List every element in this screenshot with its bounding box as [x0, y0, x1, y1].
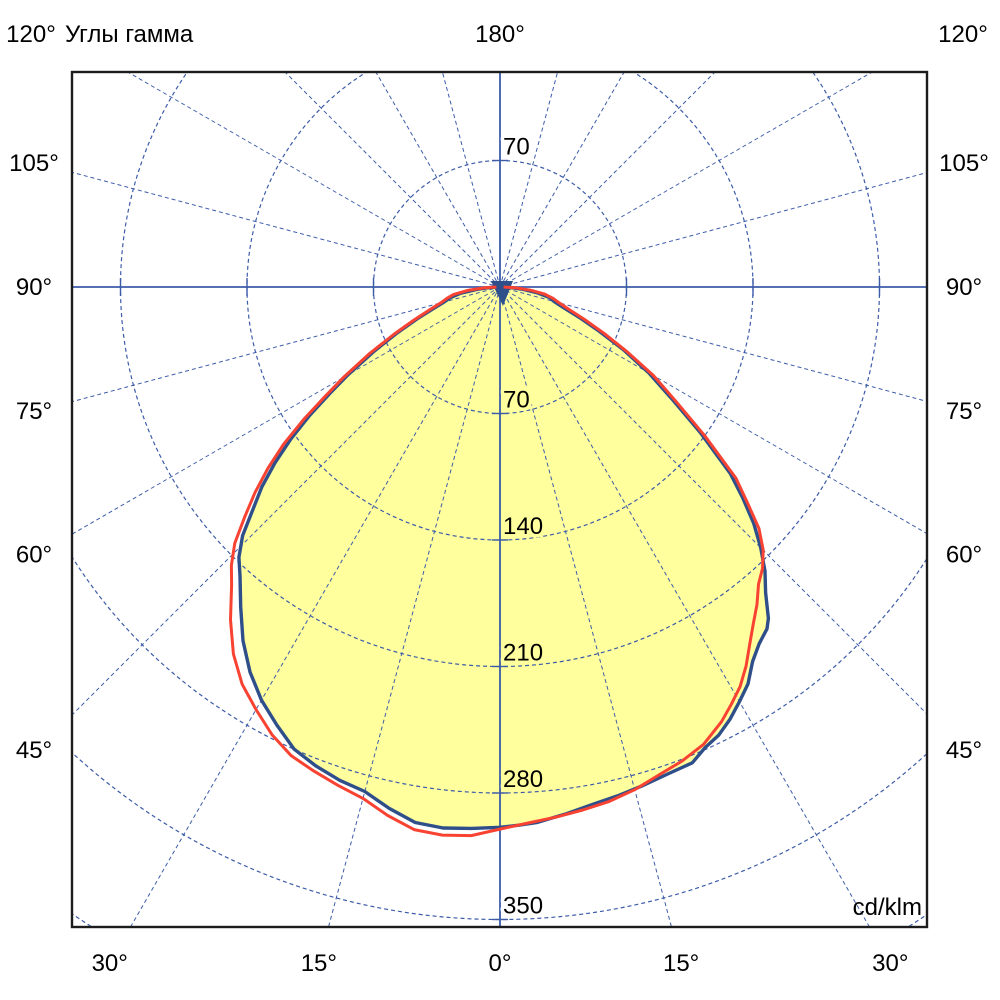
gamma-label-top-right-corner: 120° [938, 21, 988, 48]
gamma-label-bottom: 30° [92, 950, 128, 977]
chart-title: Углы гамма [65, 21, 194, 48]
gamma-label-right: 75° [946, 398, 982, 425]
gamma-label-bottom: 15° [301, 950, 337, 977]
radial-scale-label: 70 [503, 134, 530, 161]
radial-scale-label: 140 [503, 513, 543, 540]
gamma-label-bottom: 0° [489, 950, 512, 977]
gamma-label-left: 60° [16, 541, 52, 568]
gamma-label-left: 105° [9, 150, 59, 177]
gamma-label-bottom: 15° [663, 950, 699, 977]
gamma-label-right: 105° [939, 150, 989, 177]
plot-frame [70, 70, 929, 929]
gamma-label-top: 180° [475, 21, 525, 48]
radial-scale-label: 70 [503, 386, 530, 413]
angle-grid-spoke [499, 72, 874, 288]
gamma-label-right: 60° [946, 541, 982, 568]
radial-scale-label: 350 [503, 892, 543, 919]
units-label: cd/klm [853, 894, 922, 921]
gamma-label-right: 45° [946, 737, 982, 764]
gamma-label-bottom: 30° [872, 950, 908, 977]
angle-grid-spoke [72, 171, 501, 288]
radial-scale-label: 280 [503, 766, 543, 793]
radial-scale-label: 210 [503, 639, 543, 666]
intensity-curve-c90-red [229, 285, 765, 838]
gamma-label-left: 90° [16, 274, 52, 301]
gamma-label-right: 90° [946, 274, 982, 301]
angle-grid-spoke [499, 172, 927, 288]
gamma-label-top-left-corner: 120° [6, 21, 56, 48]
beam-area-fill [238, 287, 769, 829]
gamma-label-left: 45° [16, 737, 52, 764]
gamma-label-left: 75° [16, 398, 52, 425]
angle-grid-spoke [499, 72, 625, 288]
